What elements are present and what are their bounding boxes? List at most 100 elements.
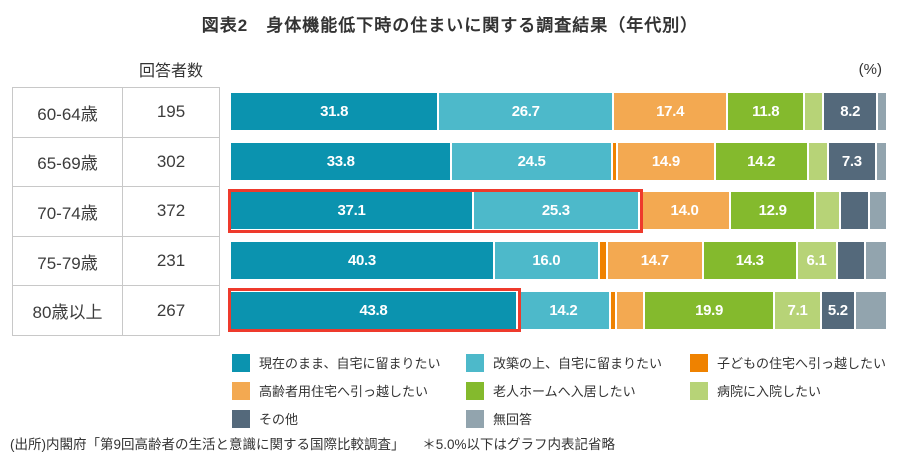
table-row: 65-69歳 302: [12, 137, 220, 188]
bar-segment: 14.2: [517, 291, 611, 329]
stacked-bar: 37.1 25.3 14.0 12.9: [228, 188, 886, 233]
bar-segment: 12.9: [731, 192, 816, 230]
bar-segment: [610, 291, 617, 329]
count-cell: 302: [156, 151, 186, 171]
bar-row: 40.3 16.0 14.7 14.3 6.1: [231, 236, 886, 286]
bar-value-label: 24.5: [517, 152, 546, 170]
bar-segment: 31.8: [231, 93, 440, 131]
stacked-bar: 33.8 24.5 14.9 14.2 7.3: [231, 142, 886, 180]
bar-value-label: 5.2: [827, 301, 848, 319]
table-row: 80歳以上 267: [12, 286, 220, 336]
bar-value-label: 17.4: [656, 103, 685, 121]
bar-segment: [837, 242, 867, 280]
bar-value-label: 16.0: [532, 252, 561, 270]
bar-value-label: 31.8: [320, 103, 349, 121]
bar-row: 37.1 25.3 14.0 12.9: [228, 186, 886, 236]
bar-value-label: 14.2: [747, 152, 776, 170]
count-cell: 195: [156, 102, 186, 122]
legend-item: 現在のまま、自宅に留まりたい: [232, 353, 466, 372]
table-row: 60-64歳 195: [12, 88, 220, 138]
bar-value-label: 40.3: [347, 252, 376, 270]
bar-segment: [815, 192, 841, 230]
legend-item: 老人ホームへ入居したい: [466, 381, 690, 400]
bar-value-label: 14.2: [549, 301, 578, 319]
bar-segment: 24.5: [452, 142, 613, 180]
count-cell: 267: [156, 300, 186, 320]
bar-segment: [808, 142, 829, 180]
age-cell: 60-64歳: [13, 88, 123, 137]
bar-value-label: 7.1: [787, 301, 808, 319]
bar-segment: 37.1: [231, 192, 474, 230]
legend-label: 改築の上、自宅に留まりたい: [493, 356, 663, 371]
bar-value-label: 14.9: [651, 152, 680, 170]
footer-source: (出所)内閣府「第9回高齢者の生活と意識に関する国際比較調査」: [10, 437, 405, 452]
legend-swatch: [690, 353, 708, 372]
legend-label: 子どもの住宅へ引っ越したい: [717, 356, 887, 371]
legend-swatch: [232, 409, 250, 428]
age-cell: 75-79歳: [13, 236, 123, 286]
respondents-table: 60-64歳 195 65-69歳 302 70-74歳 372 75-79歳 231 80歳以…: [12, 87, 220, 336]
bar-segment: 19.9: [644, 291, 776, 329]
legend-item: 改築の上、自宅に留まりたい: [466, 353, 690, 372]
bar-segment: [840, 192, 871, 230]
bar-segment: 8.2: [824, 93, 879, 131]
bar-value-label: 7.3: [841, 152, 862, 170]
table-row: 75-79歳 231: [12, 236, 220, 287]
count-cell: 231: [156, 251, 186, 271]
legend-label: 病院に入院したい: [717, 384, 822, 399]
legend-swatch: [466, 381, 484, 400]
bar-segment: 14.2: [715, 142, 809, 180]
bar-segment: 25.3: [474, 192, 640, 230]
bar-segment: 7.3: [828, 142, 877, 180]
age-cell: 70-74歳: [13, 187, 123, 236]
bar-value-label: 26.7: [511, 103, 540, 121]
bar-segment: 14.7: [607, 242, 704, 280]
stacked-bar-chart: 31.8 26.7 17.4 11.8 8.2 33.8 24.5 14.9 14.2 7.3 37…: [228, 87, 886, 335]
stacked-bar: 31.8 26.7 17.4 11.8 8.2: [231, 93, 886, 131]
bar-segment: [805, 93, 825, 131]
bar-row: 33.8 24.5 14.9 14.2 7.3: [231, 137, 886, 187]
bar-segment: 26.7: [439, 93, 615, 131]
count-cell: 372: [156, 201, 186, 221]
age-cell: 65-69歳: [13, 137, 123, 187]
respondents-header: 回答者数: [138, 63, 203, 80]
bar-value-label: 25.3: [541, 202, 570, 220]
bar-segment: 33.8: [231, 142, 453, 180]
legend-label: 高齢者用住宅へ引っ越したい: [259, 384, 429, 399]
bar-value-label: 11.8: [752, 103, 780, 121]
bar-row: 43.8 14.2 19.9 7.1 5.2: [228, 285, 886, 335]
legend-label: 現在のまま、自宅に留まりたい: [259, 356, 441, 371]
footer-note: ＊5.0%以下はグラフ内表記省略: [422, 437, 616, 452]
bar-segment: 5.2: [821, 291, 856, 329]
bar-value-label: 12.9: [758, 202, 787, 220]
bar-value-label: 14.3: [735, 252, 764, 270]
bar-segment: 11.8: [728, 93, 806, 131]
legend-item: 高齢者用住宅へ引っ越したい: [232, 381, 466, 400]
legend-swatch: [466, 353, 484, 372]
age-cell: 80歳以上: [13, 286, 123, 335]
legend-label: その他: [259, 412, 299, 427]
stacked-bar: 40.3 16.0 14.7 14.3 6.1: [231, 242, 886, 280]
bar-value-label: 33.8: [326, 152, 355, 170]
bar-segment: 7.1: [775, 291, 822, 329]
bar-segment: [866, 242, 886, 280]
bar-segment: 6.1: [797, 242, 838, 280]
bar-segment: 17.4: [614, 93, 729, 131]
bar-segment: 16.0: [494, 242, 600, 280]
percent-unit-label: (%): [858, 61, 882, 78]
legend-label: 無回答: [493, 412, 533, 427]
table-row: 70-74歳 372: [12, 187, 220, 237]
legend-swatch: [232, 381, 250, 400]
bar-value-label: 14.0: [670, 202, 699, 220]
legend-item: 病院に入院したい: [690, 381, 894, 400]
bar-segment: 14.0: [639, 192, 732, 230]
legend-item: その他: [232, 409, 466, 428]
bar-segment: 40.3: [231, 242, 495, 280]
chart-title: 図表2 身体機能低下時の住まいに関する調査結果（年代別）: [201, 16, 699, 35]
bar-segment: [616, 291, 645, 329]
bar-value-label: 19.9: [695, 301, 724, 319]
legend-swatch: [232, 353, 250, 372]
legend-swatch: [466, 409, 484, 428]
bar-value-label: 14.7: [640, 252, 669, 270]
